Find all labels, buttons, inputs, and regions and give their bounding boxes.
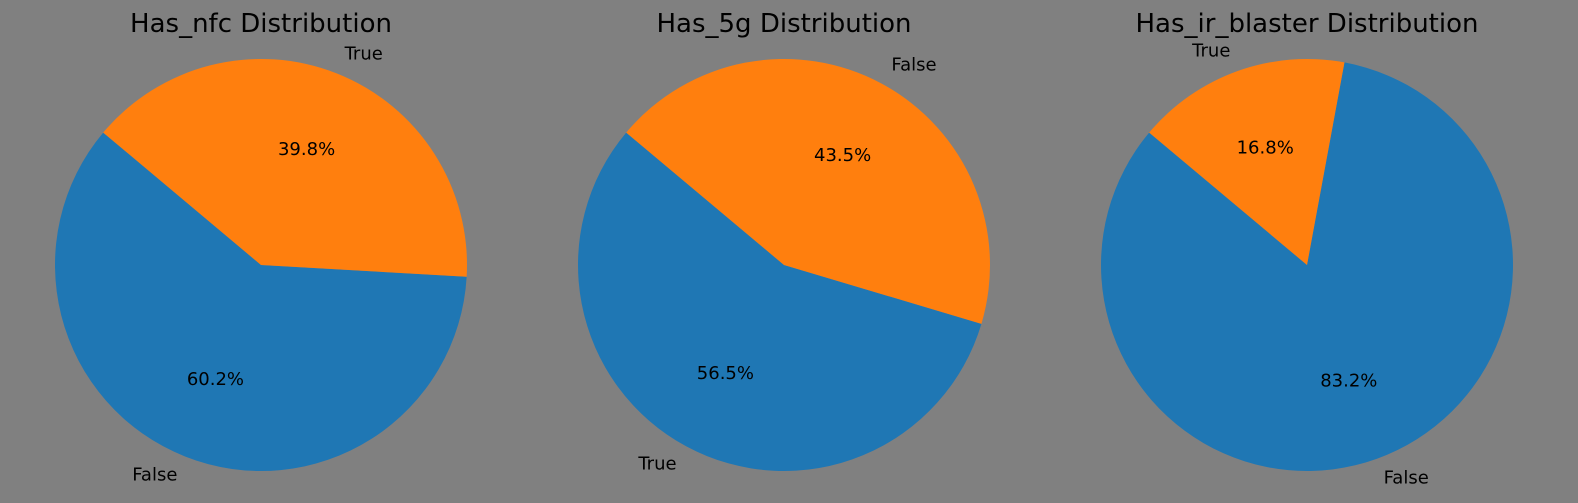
percent-label-true: 56.5% [697, 363, 754, 384]
pie-slice-false [1101, 62, 1513, 471]
pie-slice-true [103, 58, 467, 277]
pie-title: Has_nfc Distribution [130, 9, 392, 39]
pie-chart-has-nfc: Has_nfc Distribution False 60.2% True 39.8% [55, 9, 467, 486]
percent-label-true: 39.8% [278, 139, 335, 160]
slice-label-true: True [637, 454, 676, 475]
slice-label-false: False [891, 54, 936, 75]
slice-label-false: False [1384, 467, 1429, 488]
slice-label-false: False [132, 465, 177, 486]
pie-title: Has_5g Distribution [656, 9, 911, 39]
percent-label-true: 16.8% [1237, 138, 1294, 159]
pie-slice-true [578, 132, 982, 471]
pie-slice-false [55, 132, 467, 471]
pie-title: Has_ir_blaster Distribution [1136, 9, 1479, 39]
pie-chart-has-5g: Has_5g Distribution True 56.5% False 43.5% [578, 9, 990, 475]
pie-chart-has-ir-blaster: Has_ir_blaster Distribution False 83.2% Tr… [1101, 9, 1513, 488]
percent-label-false: 43.5% [814, 145, 871, 166]
pie-slice-false [626, 58, 990, 324]
pie-slices: False 83.2% True 16.8% [1101, 41, 1513, 488]
pie-slices: True 56.5% False 43.5% [578, 54, 990, 475]
percent-label-false: 83.2% [1320, 370, 1377, 391]
slice-label-true: True [344, 43, 383, 64]
pie-slice-true [1149, 58, 1345, 266]
slice-label-true: True [1191, 41, 1230, 62]
pie-slices: False 60.2% True 39.8% [55, 43, 467, 486]
percent-label-false: 60.2% [187, 369, 244, 390]
